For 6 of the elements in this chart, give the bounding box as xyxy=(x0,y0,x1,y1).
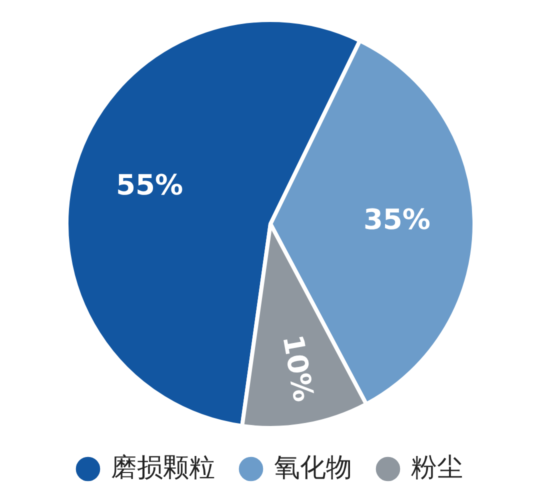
legend-label: 磨损颗粒 xyxy=(111,452,215,483)
legend-label: 氧化物 xyxy=(274,452,352,483)
data-label: 35% xyxy=(363,203,430,236)
data-label: 55% xyxy=(116,168,184,202)
data-label: 10% xyxy=(276,332,320,404)
legend-label: 粉尘 xyxy=(411,452,463,483)
